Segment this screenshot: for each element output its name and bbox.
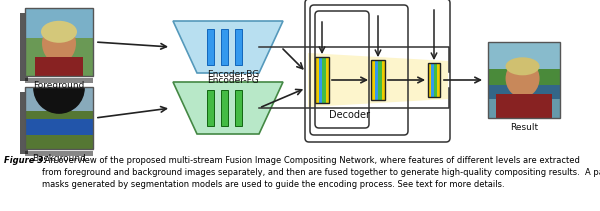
Bar: [437, 63, 440, 97]
Bar: [371, 60, 374, 100]
Bar: [35, 57, 83, 77]
Text: Encoder-BG: Encoder-BG: [207, 70, 259, 79]
Bar: [25, 78, 93, 83]
Bar: [25, 119, 93, 135]
Bar: [25, 87, 93, 111]
Text: Figure 3:: Figure 3:: [4, 156, 47, 165]
Ellipse shape: [506, 57, 539, 75]
Bar: [206, 90, 214, 126]
Bar: [25, 38, 93, 76]
Bar: [488, 84, 560, 99]
Text: An overview of the proposed multi-stream Fusion Image Compositing Network, where: An overview of the proposed multi-stream…: [42, 156, 600, 189]
Ellipse shape: [42, 23, 76, 63]
Bar: [371, 60, 385, 100]
Bar: [488, 69, 560, 85]
Text: Result: Result: [510, 123, 538, 132]
Bar: [431, 63, 434, 97]
Bar: [25, 8, 93, 76]
Bar: [378, 60, 382, 100]
Bar: [488, 42, 560, 118]
Bar: [325, 57, 329, 103]
Ellipse shape: [41, 21, 77, 43]
Bar: [235, 90, 241, 126]
Bar: [206, 29, 214, 65]
Ellipse shape: [506, 60, 539, 97]
Text: Foreground: Foreground: [34, 81, 85, 90]
Bar: [221, 90, 227, 126]
Bar: [319, 57, 322, 103]
Bar: [315, 57, 329, 103]
Text: Decoder: Decoder: [329, 110, 371, 120]
Wedge shape: [33, 88, 85, 114]
Bar: [221, 29, 227, 65]
Bar: [20, 13, 28, 81]
Text: Background: Background: [32, 154, 86, 163]
Bar: [25, 151, 93, 156]
Bar: [488, 42, 560, 118]
Text: Encoder-FG: Encoder-FG: [207, 76, 259, 85]
Bar: [25, 87, 93, 149]
Bar: [235, 29, 241, 65]
Bar: [428, 63, 431, 97]
Bar: [428, 63, 440, 97]
Bar: [20, 92, 28, 154]
Bar: [374, 60, 378, 100]
Bar: [25, 8, 93, 76]
Bar: [434, 63, 437, 97]
Bar: [322, 57, 325, 103]
Bar: [496, 94, 552, 119]
Polygon shape: [173, 21, 283, 73]
Bar: [382, 60, 385, 100]
Bar: [25, 87, 93, 149]
Bar: [488, 42, 560, 72]
Polygon shape: [173, 82, 283, 134]
Bar: [315, 57, 319, 103]
Polygon shape: [308, 53, 448, 107]
